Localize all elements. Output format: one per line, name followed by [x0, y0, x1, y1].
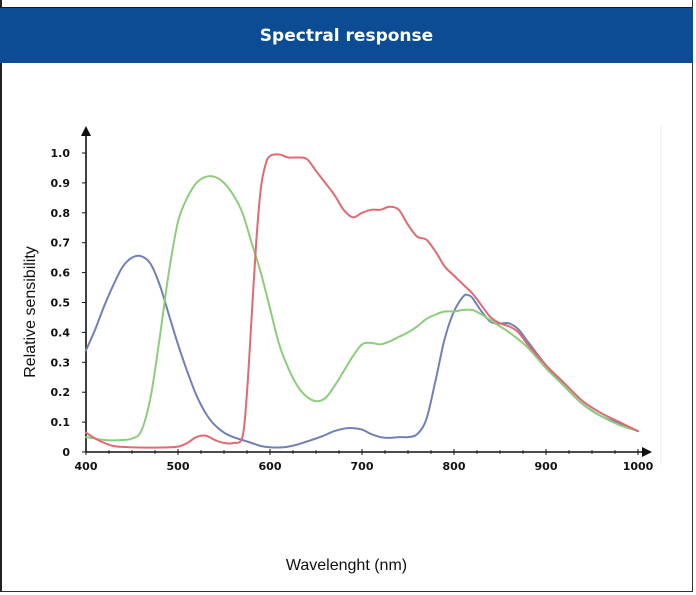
- y-tick-label: 0.8: [51, 207, 71, 220]
- y-tick-label: 0.3: [51, 356, 71, 369]
- x-axis-arrow: [642, 447, 652, 457]
- header-title: Spectral response: [259, 25, 434, 46]
- x-tick-label: 800: [443, 460, 466, 473]
- top-margin: [0, 0, 696, 7]
- y-tick-label: 0.9: [51, 177, 71, 190]
- y-tick-label: 1.0: [51, 147, 71, 160]
- panel-header: Spectral response: [0, 7, 693, 63]
- y-tick-label: 0.4: [51, 326, 71, 339]
- x-tick-label: 700: [351, 460, 374, 473]
- y-tick-label: 0.1: [51, 416, 71, 429]
- y-axis-arrow: [81, 126, 91, 136]
- x-axis-label: Wavelenght (nm): [285, 557, 408, 574]
- y-tick-label: 0.6: [51, 267, 71, 280]
- y-tick-label: 0.5: [51, 297, 71, 310]
- series-line-blue: [85, 254, 639, 449]
- y-tick-label: 0.2: [51, 386, 71, 399]
- y-tick-label: 0: [62, 446, 70, 459]
- x-tick-label: 600: [259, 460, 282, 473]
- x-tick-label: 1000: [623, 460, 654, 473]
- x-tick-label: 900: [535, 460, 558, 473]
- y-tick-label: 0.7: [51, 237, 71, 250]
- x-tick-label: 400: [75, 460, 98, 473]
- series-line-red: [85, 153, 639, 449]
- y-axis-label: Relative sensibility: [22, 246, 39, 378]
- series-line-green: [85, 175, 639, 442]
- x-tick-label: 500: [167, 460, 190, 473]
